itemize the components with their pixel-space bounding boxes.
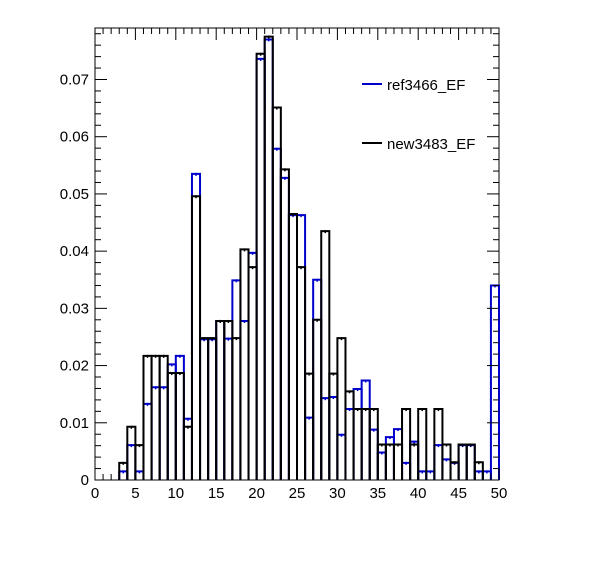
y-tick-label: 0.04 [60,243,89,260]
x-tick-label: 30 [329,485,346,502]
y-tick-label: 0 [81,472,89,489]
legend-label-ref: ref3466_EF [387,77,465,94]
axes: 0 5 10 15 20 25 30 35 40 45 50 0 0.01 0.02 0.03 0.04 0.0… [60,28,508,502]
legend: ref3466_EF new3483_EF [362,77,475,153]
x-tick-label: 20 [248,485,265,502]
y-tick-label: 0.05 [60,186,89,203]
x-tick-label: 50 [491,485,508,502]
x-tick-label: 15 [208,485,225,502]
legend-label-new: new3483_EF [387,136,475,153]
x-tick-label: 0 [91,485,99,502]
x-tick-label: 25 [289,485,306,502]
y-tick-label: 0.01 [60,415,89,432]
y-tick-label: 0.06 [60,129,89,146]
histogram-bins [95,35,500,481]
series-new3483_EF [95,35,499,481]
y-tick-label: 0.07 [60,71,89,88]
y-tick-label: 0.02 [60,358,89,375]
x-tick-label: 10 [167,485,184,502]
x-tick-label: 35 [369,485,386,502]
y-tick-label: 0.03 [60,300,89,317]
x-tick-label: 45 [450,485,467,502]
x-tick-label: 40 [410,485,427,502]
x-tick-label: 5 [131,485,139,502]
